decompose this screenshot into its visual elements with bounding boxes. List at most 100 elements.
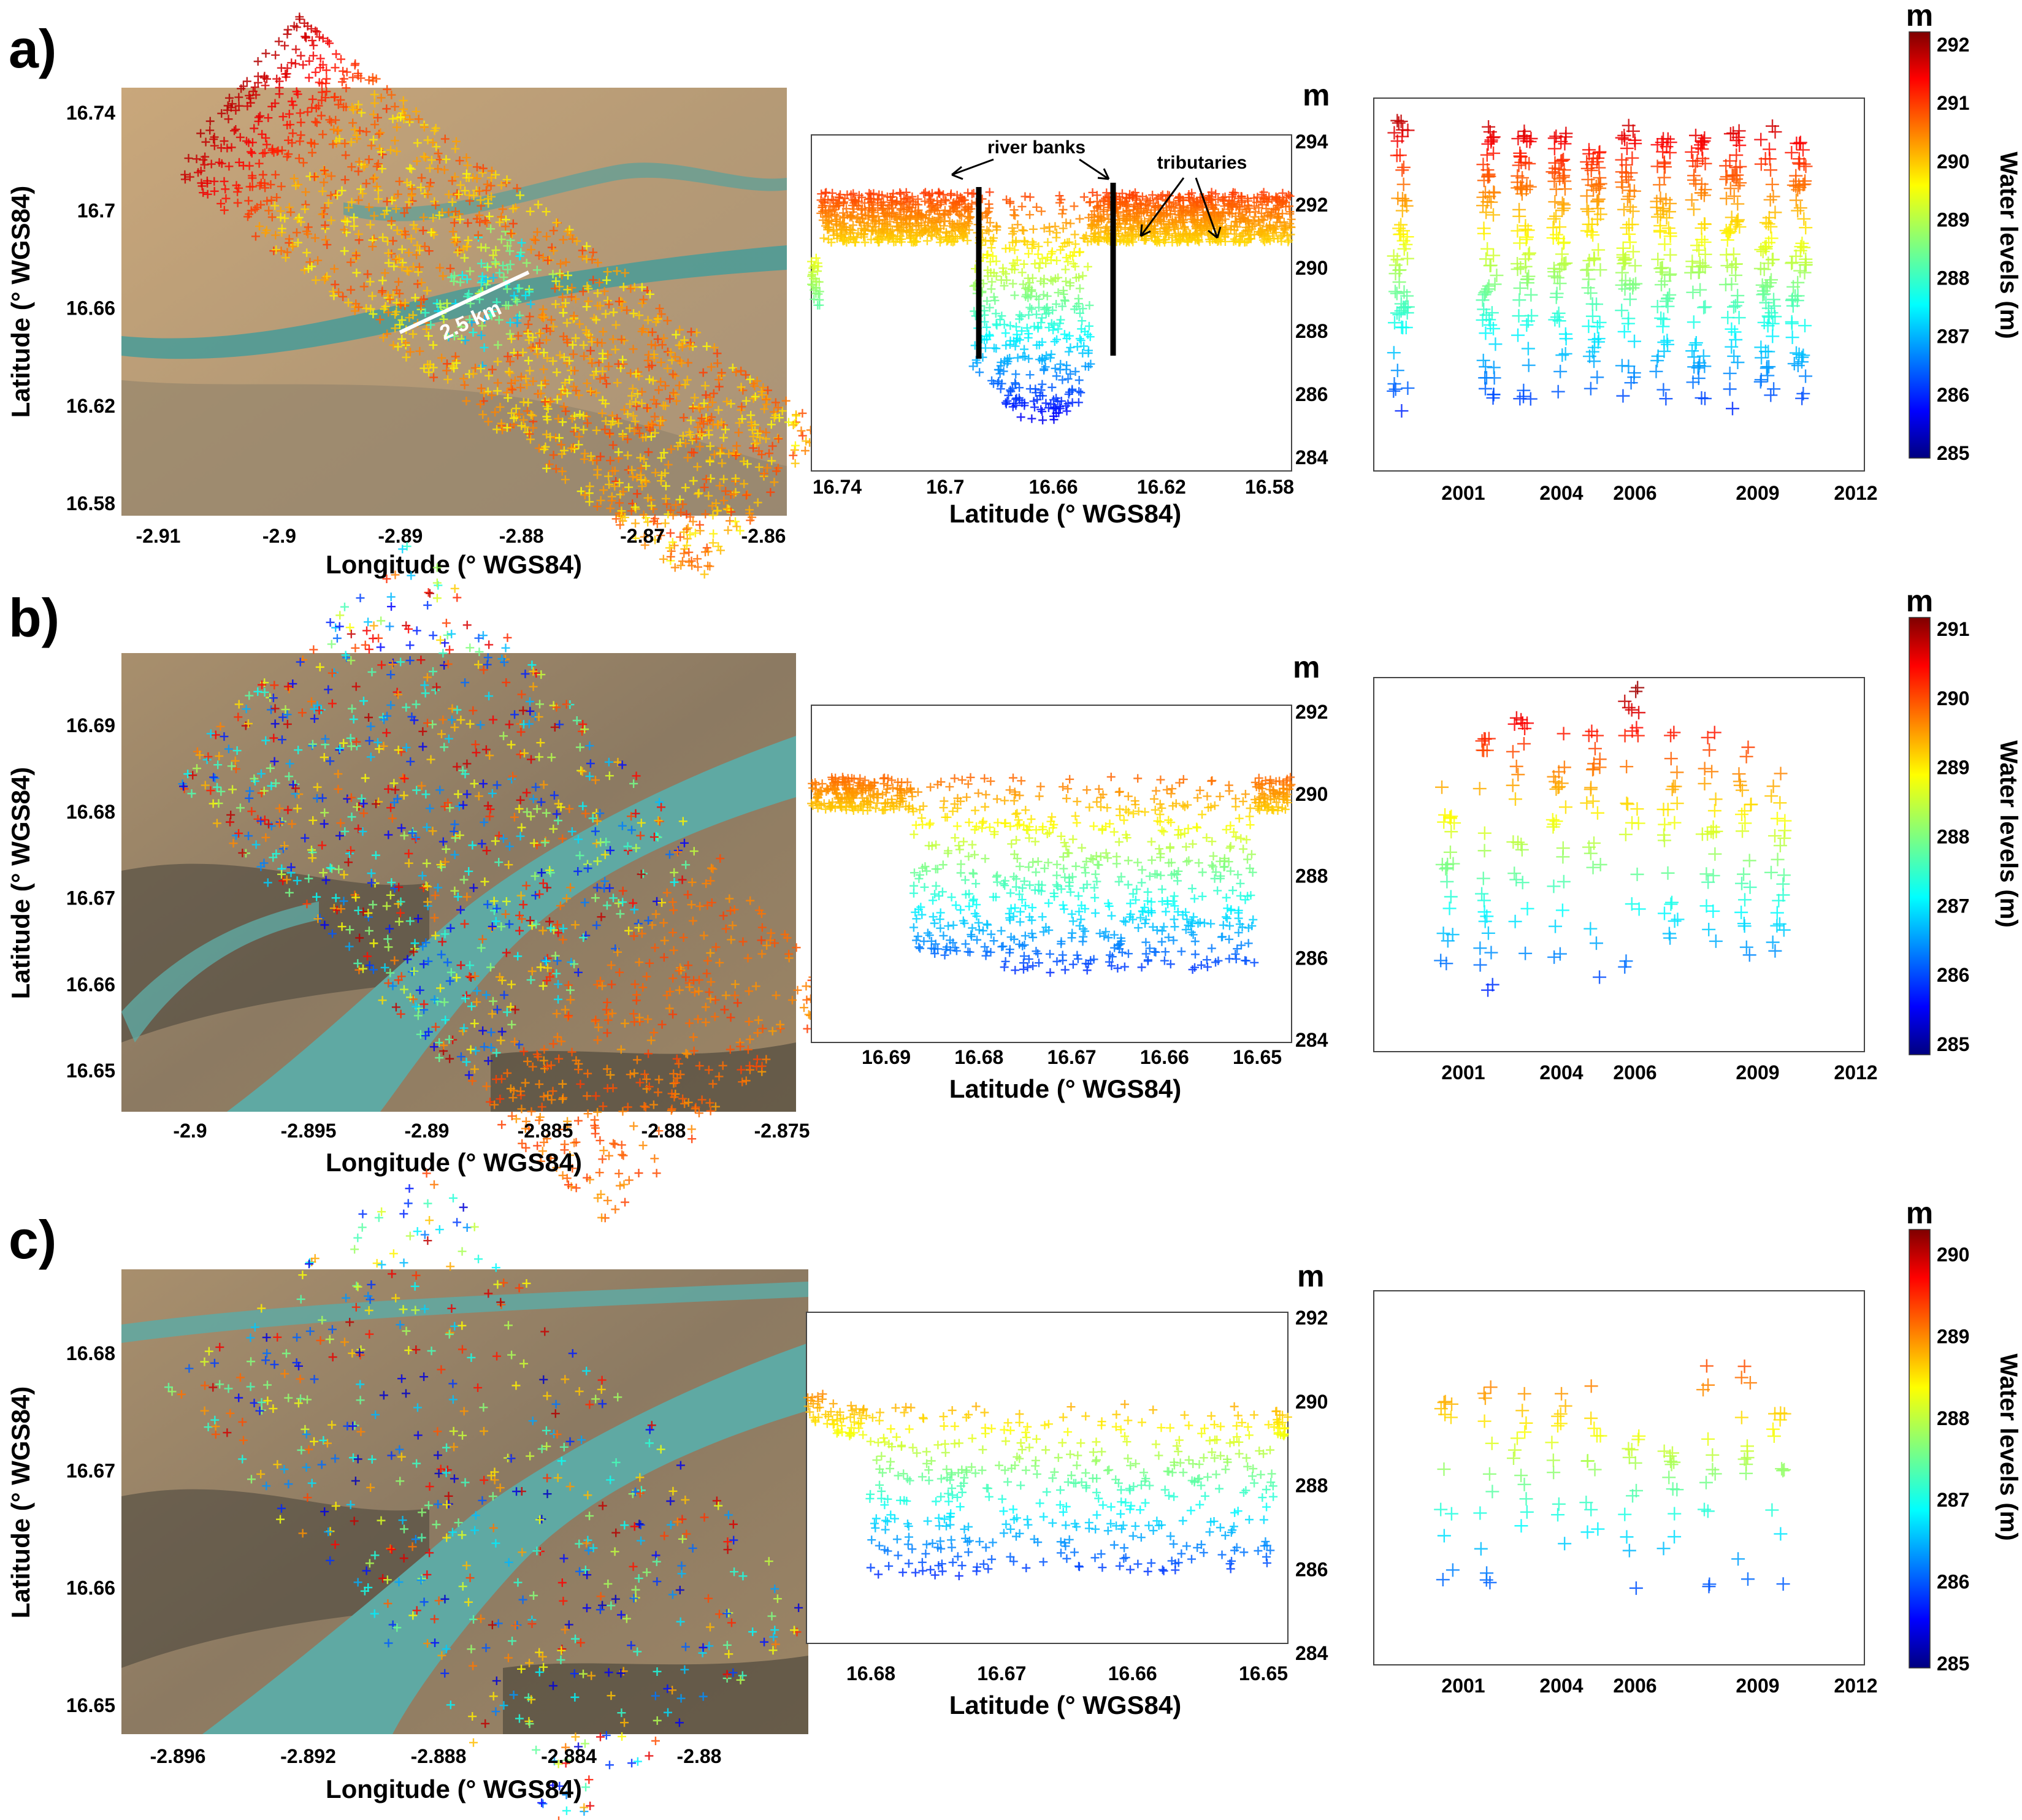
- track-point: [526, 300, 535, 309]
- track-point: [451, 207, 460, 216]
- track-point: [288, 101, 297, 110]
- track-point: [508, 219, 518, 228]
- track-point: [630, 283, 639, 292]
- track-point: [399, 1209, 408, 1218]
- track-point: [205, 117, 215, 126]
- track-point: [404, 197, 413, 207]
- track-point: [447, 629, 456, 638]
- track-point: [425, 164, 434, 173]
- track-point: [798, 431, 807, 440]
- track-point: [533, 228, 542, 237]
- track-point: [681, 380, 690, 389]
- track-point: [727, 507, 736, 516]
- map-xtick-label: -2.9: [262, 525, 296, 547]
- profile-ytick-label: 286: [1295, 383, 1328, 405]
- track-point: [391, 324, 400, 333]
- track-point: [552, 218, 561, 228]
- track-point: [589, 370, 599, 380]
- track-point: [621, 1198, 630, 1207]
- track-point: [492, 297, 501, 307]
- track-point: [714, 542, 723, 551]
- track-point: [499, 261, 508, 270]
- track-point: [703, 402, 713, 411]
- track-point: [311, 26, 320, 36]
- track-point: [344, 203, 353, 212]
- track-point: [719, 496, 729, 505]
- track-point: [505, 357, 515, 366]
- track-point: [549, 226, 558, 235]
- track-point: [383, 329, 392, 338]
- track-point: [354, 196, 363, 205]
- track-point: [571, 294, 580, 304]
- track-point: [308, 36, 317, 45]
- track-point: [382, 104, 391, 113]
- track-point: [419, 123, 429, 132]
- track-point: [407, 234, 416, 243]
- track-point: [569, 312, 578, 321]
- track-point: [565, 375, 574, 384]
- track-point: [395, 320, 404, 329]
- track-point: [440, 134, 450, 143]
- track-point: [291, 45, 301, 54]
- track-point: [388, 114, 397, 123]
- track-point: [401, 338, 410, 347]
- track-point: [493, 386, 502, 396]
- track-point: [661, 401, 670, 410]
- track-point: [484, 199, 493, 208]
- track-point: [293, 238, 302, 247]
- track-point: [329, 291, 339, 300]
- track-point: [586, 346, 595, 355]
- track-point: [591, 1129, 600, 1138]
- track-point: [327, 216, 336, 225]
- track-point: [320, 178, 329, 187]
- track-point: [646, 426, 655, 435]
- track-point: [581, 1783, 591, 1792]
- track-point: [272, 193, 281, 202]
- track-point: [680, 335, 689, 345]
- map-ytick-label: 16.66: [66, 297, 115, 319]
- track-point: [740, 479, 749, 488]
- track-point: [704, 491, 713, 500]
- track-point: [350, 125, 359, 134]
- track-point: [790, 419, 799, 428]
- track-point: [231, 124, 240, 134]
- track-point: [732, 442, 741, 451]
- track-point: [271, 231, 280, 240]
- track-point: [759, 469, 768, 478]
- track-point: [593, 338, 602, 347]
- track-point: [437, 353, 446, 362]
- track-point: [264, 113, 273, 123]
- track-point: [661, 481, 670, 491]
- track-point: [321, 273, 330, 282]
- track-point: [374, 194, 383, 204]
- track-point: [556, 390, 565, 399]
- track-point: [482, 218, 491, 228]
- track-point: [294, 213, 304, 222]
- track-point: [605, 429, 615, 438]
- track-point: [484, 212, 494, 221]
- track-point: [554, 282, 564, 291]
- track-point: [789, 451, 798, 460]
- track-point: [230, 126, 239, 136]
- track-point: [296, 131, 305, 140]
- track-point: [611, 320, 621, 329]
- track-point: [407, 191, 416, 201]
- track-point: [424, 331, 433, 340]
- track-point: [510, 291, 519, 300]
- track-point: [517, 239, 526, 248]
- track-point: [657, 358, 666, 367]
- track-point: [255, 222, 264, 231]
- track-point: [267, 102, 277, 111]
- track-point: [356, 594, 365, 603]
- track-point: [710, 450, 719, 459]
- map-ytick-label: 16.69: [66, 714, 115, 736]
- track-point: [708, 511, 718, 520]
- track-point: [497, 212, 506, 221]
- track-point: [641, 461, 651, 470]
- track-point: [261, 228, 270, 237]
- track-point: [721, 425, 730, 434]
- track-point: [277, 63, 286, 72]
- track-point: [384, 258, 393, 267]
- track-point: [618, 487, 627, 496]
- track-point: [389, 340, 398, 350]
